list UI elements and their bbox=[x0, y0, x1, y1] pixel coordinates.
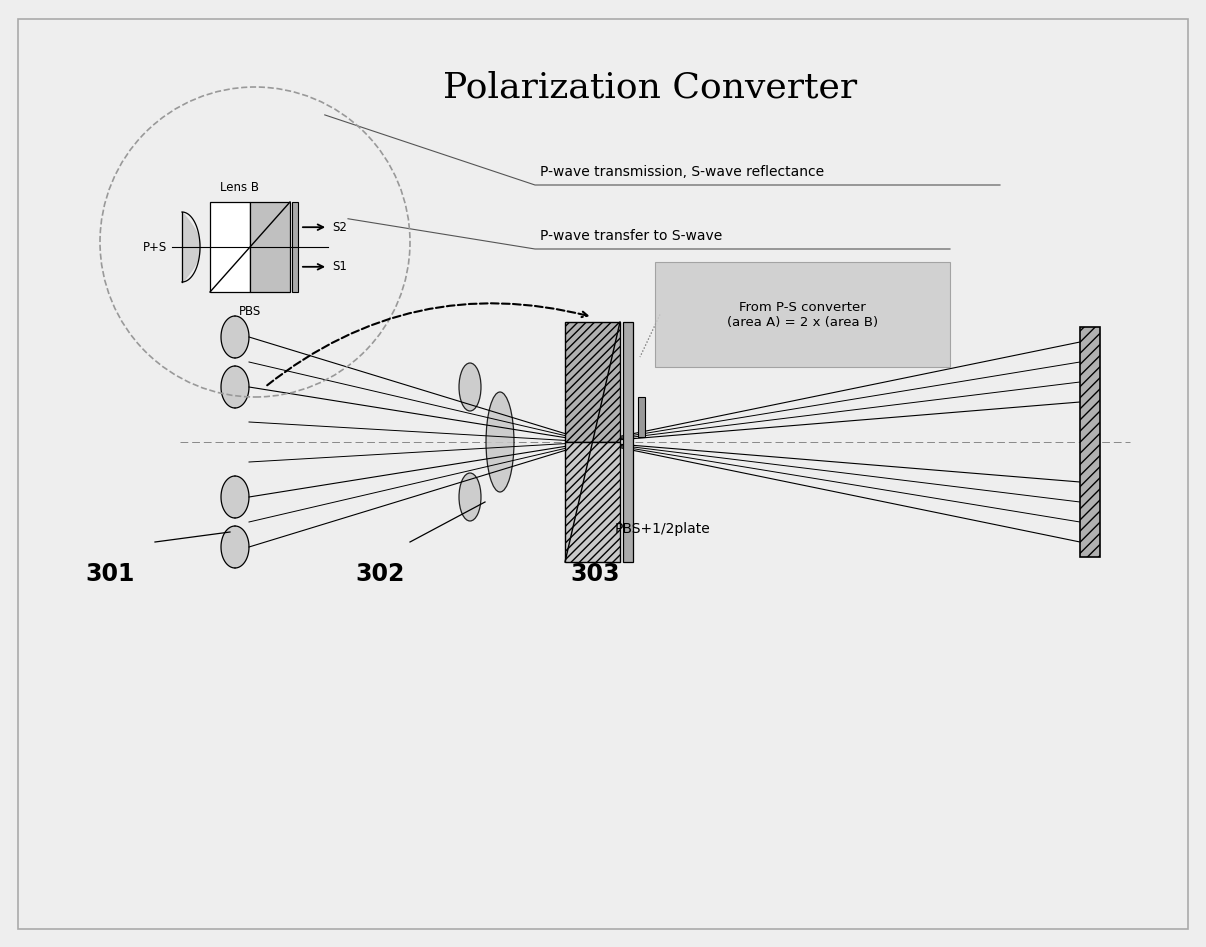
FancyBboxPatch shape bbox=[655, 262, 950, 367]
Text: PBS+1/2plate: PBS+1/2plate bbox=[615, 522, 710, 536]
Ellipse shape bbox=[459, 473, 481, 521]
Bar bbox=[1081, 327, 1100, 557]
Text: Polarization Converter: Polarization Converter bbox=[443, 70, 857, 104]
Text: 302: 302 bbox=[356, 562, 405, 586]
Ellipse shape bbox=[221, 316, 248, 358]
Text: 301: 301 bbox=[86, 562, 135, 586]
Text: S1: S1 bbox=[332, 260, 347, 274]
Ellipse shape bbox=[221, 526, 248, 568]
Ellipse shape bbox=[221, 476, 248, 518]
Text: From P-S converter
(area A) = 2 x (area B): From P-S converter (area A) = 2 x (area … bbox=[727, 300, 878, 329]
Ellipse shape bbox=[486, 392, 514, 492]
Text: P-wave transfer to S-wave: P-wave transfer to S-wave bbox=[540, 229, 722, 243]
Bar bbox=[564, 322, 620, 442]
Bar bbox=[638, 397, 645, 437]
Text: S2: S2 bbox=[332, 221, 347, 234]
Ellipse shape bbox=[221, 366, 248, 408]
Text: Lens B: Lens B bbox=[221, 181, 259, 194]
Text: P-wave transmission, S-wave reflectance: P-wave transmission, S-wave reflectance bbox=[540, 165, 824, 179]
Text: PBS: PBS bbox=[239, 305, 262, 318]
Text: P+S: P+S bbox=[142, 241, 166, 254]
Bar bbox=[624, 322, 633, 562]
Text: 303: 303 bbox=[570, 562, 620, 586]
Bar bbox=[292, 202, 298, 292]
Bar bbox=[250, 202, 289, 292]
Bar bbox=[564, 442, 620, 562]
Bar bbox=[210, 202, 250, 292]
Ellipse shape bbox=[459, 363, 481, 411]
